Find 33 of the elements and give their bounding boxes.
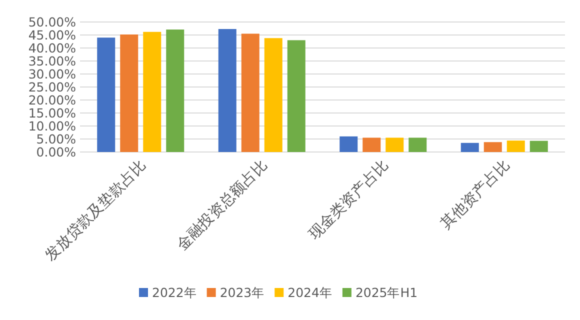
bar	[484, 142, 502, 152]
bar	[460, 142, 479, 152]
bar	[287, 40, 306, 152]
bar	[506, 140, 525, 152]
bar	[143, 32, 162, 152]
y-tick-label: 50.00%	[28, 14, 76, 30]
legend-label: 2023年	[220, 285, 265, 300]
y-tick-label: 40.00%	[28, 40, 76, 56]
bar	[362, 138, 381, 152]
y-tick-label: 10.00%	[28, 118, 76, 134]
legend-label: 2024年	[288, 285, 332, 300]
bar	[386, 138, 404, 152]
bar	[120, 34, 138, 152]
y-tick-label: 20.00%	[28, 92, 76, 108]
legend-label: 2025年H1	[355, 285, 418, 300]
y-tick-label: 30.00%	[28, 66, 76, 82]
bar	[166, 30, 184, 152]
y-tick-label: 15.00%	[28, 106, 76, 120]
x-tick-label: 现金类资产占比	[304, 156, 392, 244]
bar	[264, 38, 282, 152]
x-tick-label: 金融投资总额占比	[173, 156, 271, 254]
y-tick-label: 5.00%	[36, 132, 76, 146]
legend-label: 2022年	[152, 285, 197, 300]
bar	[408, 138, 427, 152]
bar	[340, 136, 358, 152]
bar	[530, 140, 548, 152]
bar	[218, 29, 236, 152]
bar	[97, 38, 116, 152]
x-tick-label: 其他资产占比	[436, 156, 514, 232]
y-tick-label: 35.00%	[28, 54, 76, 68]
y-tick-label: 25.00%	[28, 80, 76, 94]
bar	[241, 34, 260, 152]
y-tick-label: 45.00%	[28, 28, 76, 42]
